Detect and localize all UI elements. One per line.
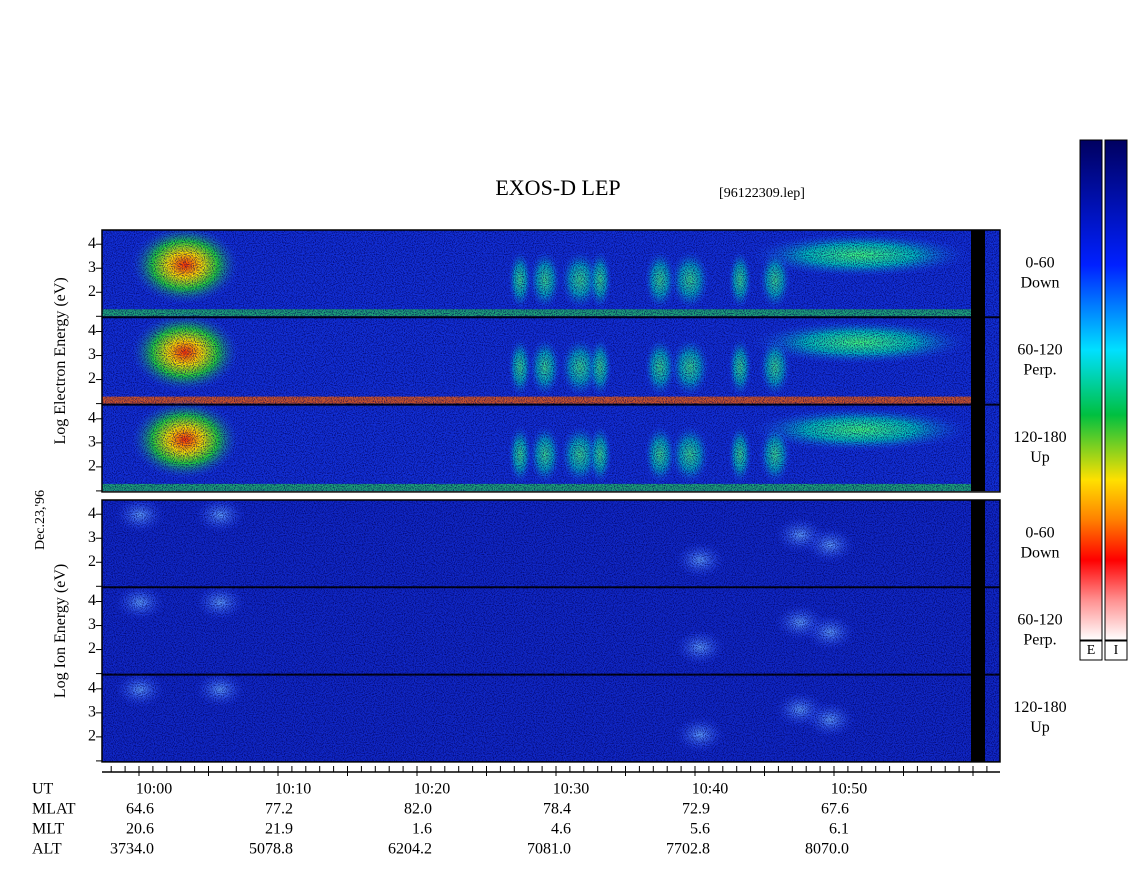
- ion-spectrogram: [102, 500, 1000, 762]
- orbit-value: 20.6: [126, 821, 154, 838]
- y-tick-label: 3: [88, 704, 96, 721]
- orbit-value: 72.9: [682, 801, 710, 818]
- orbit-value: 21.9: [265, 821, 293, 838]
- row-label: MLT: [32, 821, 65, 838]
- angle-label: 0-60: [1025, 254, 1054, 271]
- direction-label: Down: [1020, 544, 1059, 561]
- frame: [101, 229, 1001, 493]
- row-label: UT: [32, 781, 54, 798]
- colorbar-label-box: [1104, 640, 1128, 661]
- y-tick-label: 4: [88, 505, 96, 522]
- orbit-value: 77.2: [265, 801, 293, 818]
- orbit-value: 10:50: [831, 781, 867, 798]
- orbit-value: 6.1: [829, 821, 849, 838]
- colorbar-label: E: [1087, 643, 1096, 658]
- direction-label: Down: [1020, 274, 1059, 291]
- orbit-value: 7702.8: [666, 841, 710, 858]
- orbit-value: 1.6: [412, 821, 432, 838]
- title: EXOS-D LEP: [495, 175, 620, 200]
- orbit-value: 10:20: [414, 781, 450, 798]
- colorbar: [1104, 139, 1128, 641]
- y-tick-label: 2: [88, 458, 96, 475]
- noise: [102, 230, 1000, 491]
- orbit-value: 64.6: [126, 801, 154, 818]
- orbit-value: 10:40: [692, 781, 728, 798]
- y-tick-label: 3: [88, 529, 96, 546]
- orbit-value: 78.4: [543, 801, 571, 818]
- y-tick-label: 4: [88, 235, 96, 252]
- angle-label: 120-180: [1013, 429, 1066, 446]
- colorbar-label-box: [1079, 640, 1103, 661]
- y-tick-label: 2: [88, 728, 96, 745]
- y-axis-label-word: (eV): [52, 277, 69, 306]
- angle-label: 60-120: [1017, 612, 1062, 629]
- angle-label: 120-180: [1013, 699, 1066, 716]
- orbit-value: 67.6: [821, 801, 849, 818]
- y-axis-label-word: (eV): [52, 564, 69, 593]
- noise: [102, 500, 1000, 762]
- orbit-value: 10:30: [553, 781, 589, 798]
- orbit-value: 3734.0: [110, 841, 154, 858]
- y-tick-label: 4: [88, 679, 96, 696]
- y-tick-label: 3: [88, 259, 96, 276]
- row-label: ALT: [32, 841, 62, 858]
- y-tick-label: 4: [88, 592, 96, 609]
- orbit-value: 5078.8: [249, 841, 293, 858]
- y-tick-label: 2: [88, 283, 96, 300]
- y-axis-label-word: Ion: [52, 643, 69, 668]
- angle-label: 0-60: [1025, 524, 1054, 541]
- y-axis-label-word: Energy: [52, 307, 69, 357]
- direction-label: Perp.: [1023, 632, 1056, 649]
- direction-label: Perp.: [1023, 362, 1056, 379]
- row-label: MLAT: [32, 801, 76, 818]
- orbit-value: 82.0: [404, 801, 432, 818]
- y-tick-label: 3: [88, 434, 96, 451]
- y-tick-label: 3: [88, 616, 96, 633]
- y-tick-label: 2: [88, 553, 96, 570]
- orbit-value: 8070.0: [805, 841, 849, 858]
- electron-spectrogram: [102, 230, 1000, 491]
- orbit-value: 10:00: [136, 781, 172, 798]
- angle-label: 60-120: [1017, 342, 1062, 359]
- y-axis-label: Log Ion Energy (eV): [52, 564, 69, 698]
- y-axis-label-word: Energy: [52, 593, 69, 643]
- y-tick-label: 2: [88, 370, 96, 387]
- orbit-value: 10:10: [275, 781, 311, 798]
- y-axis-label-word: Electron: [52, 357, 69, 415]
- y-tick-label: 2: [88, 640, 96, 657]
- y-tick-label: 4: [88, 322, 96, 339]
- y-axis-label-word: Log: [52, 415, 69, 445]
- data-gap: [971, 230, 985, 491]
- data-gap: [971, 500, 985, 762]
- date: Dec.23,'96: [33, 490, 48, 550]
- file-name: [96122309.lep]: [719, 186, 805, 201]
- direction-label: Up: [1030, 449, 1050, 466]
- frame: [101, 499, 1001, 763]
- orbit-value: 4.6: [551, 821, 571, 838]
- y-axis-label-word: Log: [52, 668, 69, 698]
- colorbar-label: I: [1114, 643, 1119, 658]
- orbit-value: 6204.2: [388, 841, 432, 858]
- y-tick-label: 4: [88, 409, 96, 426]
- colorbar: [1079, 139, 1103, 641]
- y-axis-label: Log Electron Energy (eV): [52, 277, 69, 444]
- orbit-value: 5.6: [690, 821, 710, 838]
- y-tick-label: 3: [88, 346, 96, 363]
- orbit-value: 7081.0: [527, 841, 571, 858]
- direction-label: Up: [1030, 719, 1050, 736]
